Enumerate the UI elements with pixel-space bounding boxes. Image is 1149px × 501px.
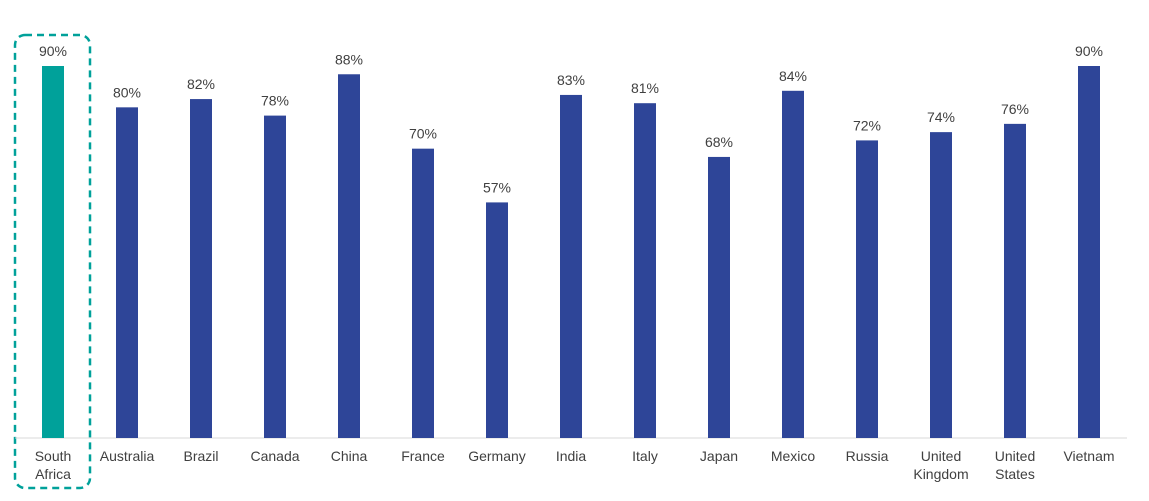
value-label: 90% [1075,43,1103,59]
bar [486,202,508,438]
bar [634,103,656,438]
value-label: 84% [779,68,807,84]
x-tick-label: India [555,448,587,464]
bar [338,74,360,439]
x-tick-label: France [401,448,445,464]
value-label: 76% [1001,101,1029,117]
x-tick-label: China [330,448,368,464]
bar [930,132,952,438]
bar [708,156,730,438]
bar [1078,66,1100,438]
value-label: 83% [557,72,585,88]
bar [116,107,138,438]
bar [190,99,212,439]
x-tick-label: Mexico [770,448,816,464]
value-label: 57% [483,179,511,195]
value-label: 74% [927,109,955,125]
x-tick-label: Australia [99,448,155,464]
bar [264,115,286,438]
x-tick-label: United States [994,448,1036,482]
value-label: 72% [853,117,881,133]
value-label: 78% [261,93,289,109]
value-label: 81% [631,80,659,96]
bar [782,90,804,439]
x-tick-label: Japan [699,448,739,464]
x-tick-label: Brazil [183,448,219,464]
x-tick-label: Germany [468,448,526,464]
bar [856,140,878,438]
bar [1004,123,1026,438]
x-tick-label: South Africa [34,448,72,482]
value-label: 88% [335,51,363,67]
x-tick-label: Vietnam [1063,448,1115,464]
x-tick-label: Italy [632,448,658,464]
x-tick-label: Russia [845,448,889,464]
x-tick-label: Canada [250,448,300,464]
bar [560,94,582,438]
highlight-box [13,33,92,490]
value-label: 70% [409,126,437,142]
value-label: 68% [705,134,733,150]
x-tick-label: United Kingdom [913,448,969,482]
value-label: 80% [113,84,141,100]
bar [42,66,64,438]
value-label: 90% [39,43,67,59]
value-label: 82% [187,76,215,92]
bar [412,148,434,438]
